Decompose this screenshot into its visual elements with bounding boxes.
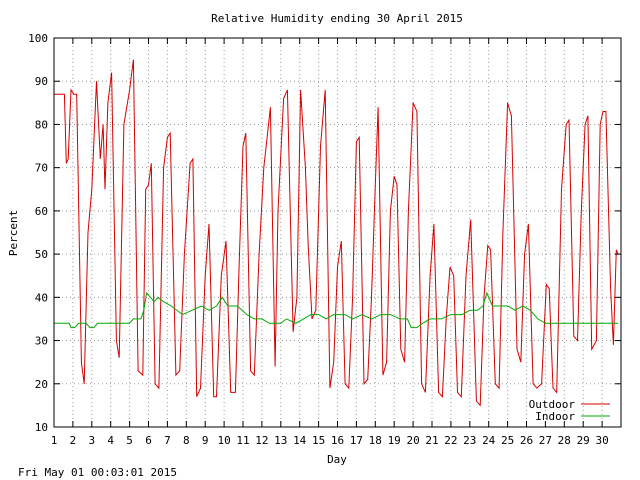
x-tick-label: 22	[444, 434, 457, 447]
legend-label-indoor: Indoor	[535, 410, 575, 423]
x-tick-label: 6	[145, 434, 152, 447]
y-axis-label: Percent	[7, 210, 20, 256]
plot-frame	[53, 37, 622, 428]
y-tick-label: 70	[35, 162, 48, 175]
y-tick-label: 90	[35, 75, 48, 88]
tick-marks	[53, 37, 621, 428]
x-axis-label: Day	[327, 453, 347, 466]
y-tick-label: 20	[35, 378, 48, 391]
y-tick-label: 50	[35, 248, 48, 261]
x-tick-label: 19	[388, 434, 401, 447]
x-tick-label: 1	[51, 434, 58, 447]
x-tick-label: 16	[331, 434, 344, 447]
x-tick-label: 28	[558, 434, 571, 447]
x-tick-label: 15	[312, 434, 325, 447]
x-tick-label: 14	[293, 434, 307, 447]
timestamp-footer: Fri May 01 00:03:01 2015	[18, 466, 177, 479]
x-tick-label: 29	[577, 434, 590, 447]
x-tick-label: 11	[236, 434, 249, 447]
y-axis-tick-labels: 10 20 30 40 50 60 70 80 90 100	[28, 32, 48, 434]
y-tick-label: 40	[35, 291, 48, 304]
series-layer	[54, 59, 619, 407]
x-tick-label: 25	[501, 434, 514, 447]
grid	[54, 38, 621, 427]
x-tick-label: 20	[406, 434, 419, 447]
x-tick-label: 21	[425, 434, 438, 447]
x-tick-label: 17	[350, 434, 363, 447]
x-tick-label: 9	[202, 434, 209, 447]
x-tick-label: 27	[539, 434, 552, 447]
x-tick-label: 18	[369, 434, 382, 447]
y-tick-label: 100	[28, 32, 48, 45]
x-tick-label: 30	[595, 434, 608, 447]
x-tick-label: 2	[70, 434, 77, 447]
y-tick-label: 80	[35, 118, 48, 131]
x-tick-label: 10	[217, 434, 230, 447]
y-tick-label: 60	[35, 205, 48, 218]
x-tick-label: 7	[164, 434, 171, 447]
x-tick-label: 3	[88, 434, 95, 447]
x-tick-label: 23	[463, 434, 476, 447]
x-tick-label: 4	[107, 434, 114, 447]
x-tick-label: 5	[126, 434, 133, 447]
x-tick-label: 12	[255, 434, 268, 447]
legend-label-outdoor: Outdoor	[529, 398, 576, 411]
chart-title: Relative Humidity ending 30 April 2015	[211, 12, 463, 25]
x-tick-label: 8	[183, 434, 190, 447]
x-axis-tick-labels: 1 2 3 4 5 6 7 8 9 10 11 12 13 14 15 16 17 18 19 20 21 22 23 24 2…	[51, 434, 609, 447]
y-tick-label: 10	[35, 421, 48, 434]
series-line-outdoor	[54, 59, 619, 407]
series-line-indoor	[54, 291, 619, 329]
x-tick-label: 26	[520, 434, 533, 447]
x-tick-label: 24	[482, 434, 496, 447]
x-tick-label: 13	[274, 434, 287, 447]
y-tick-label: 30	[35, 335, 48, 348]
